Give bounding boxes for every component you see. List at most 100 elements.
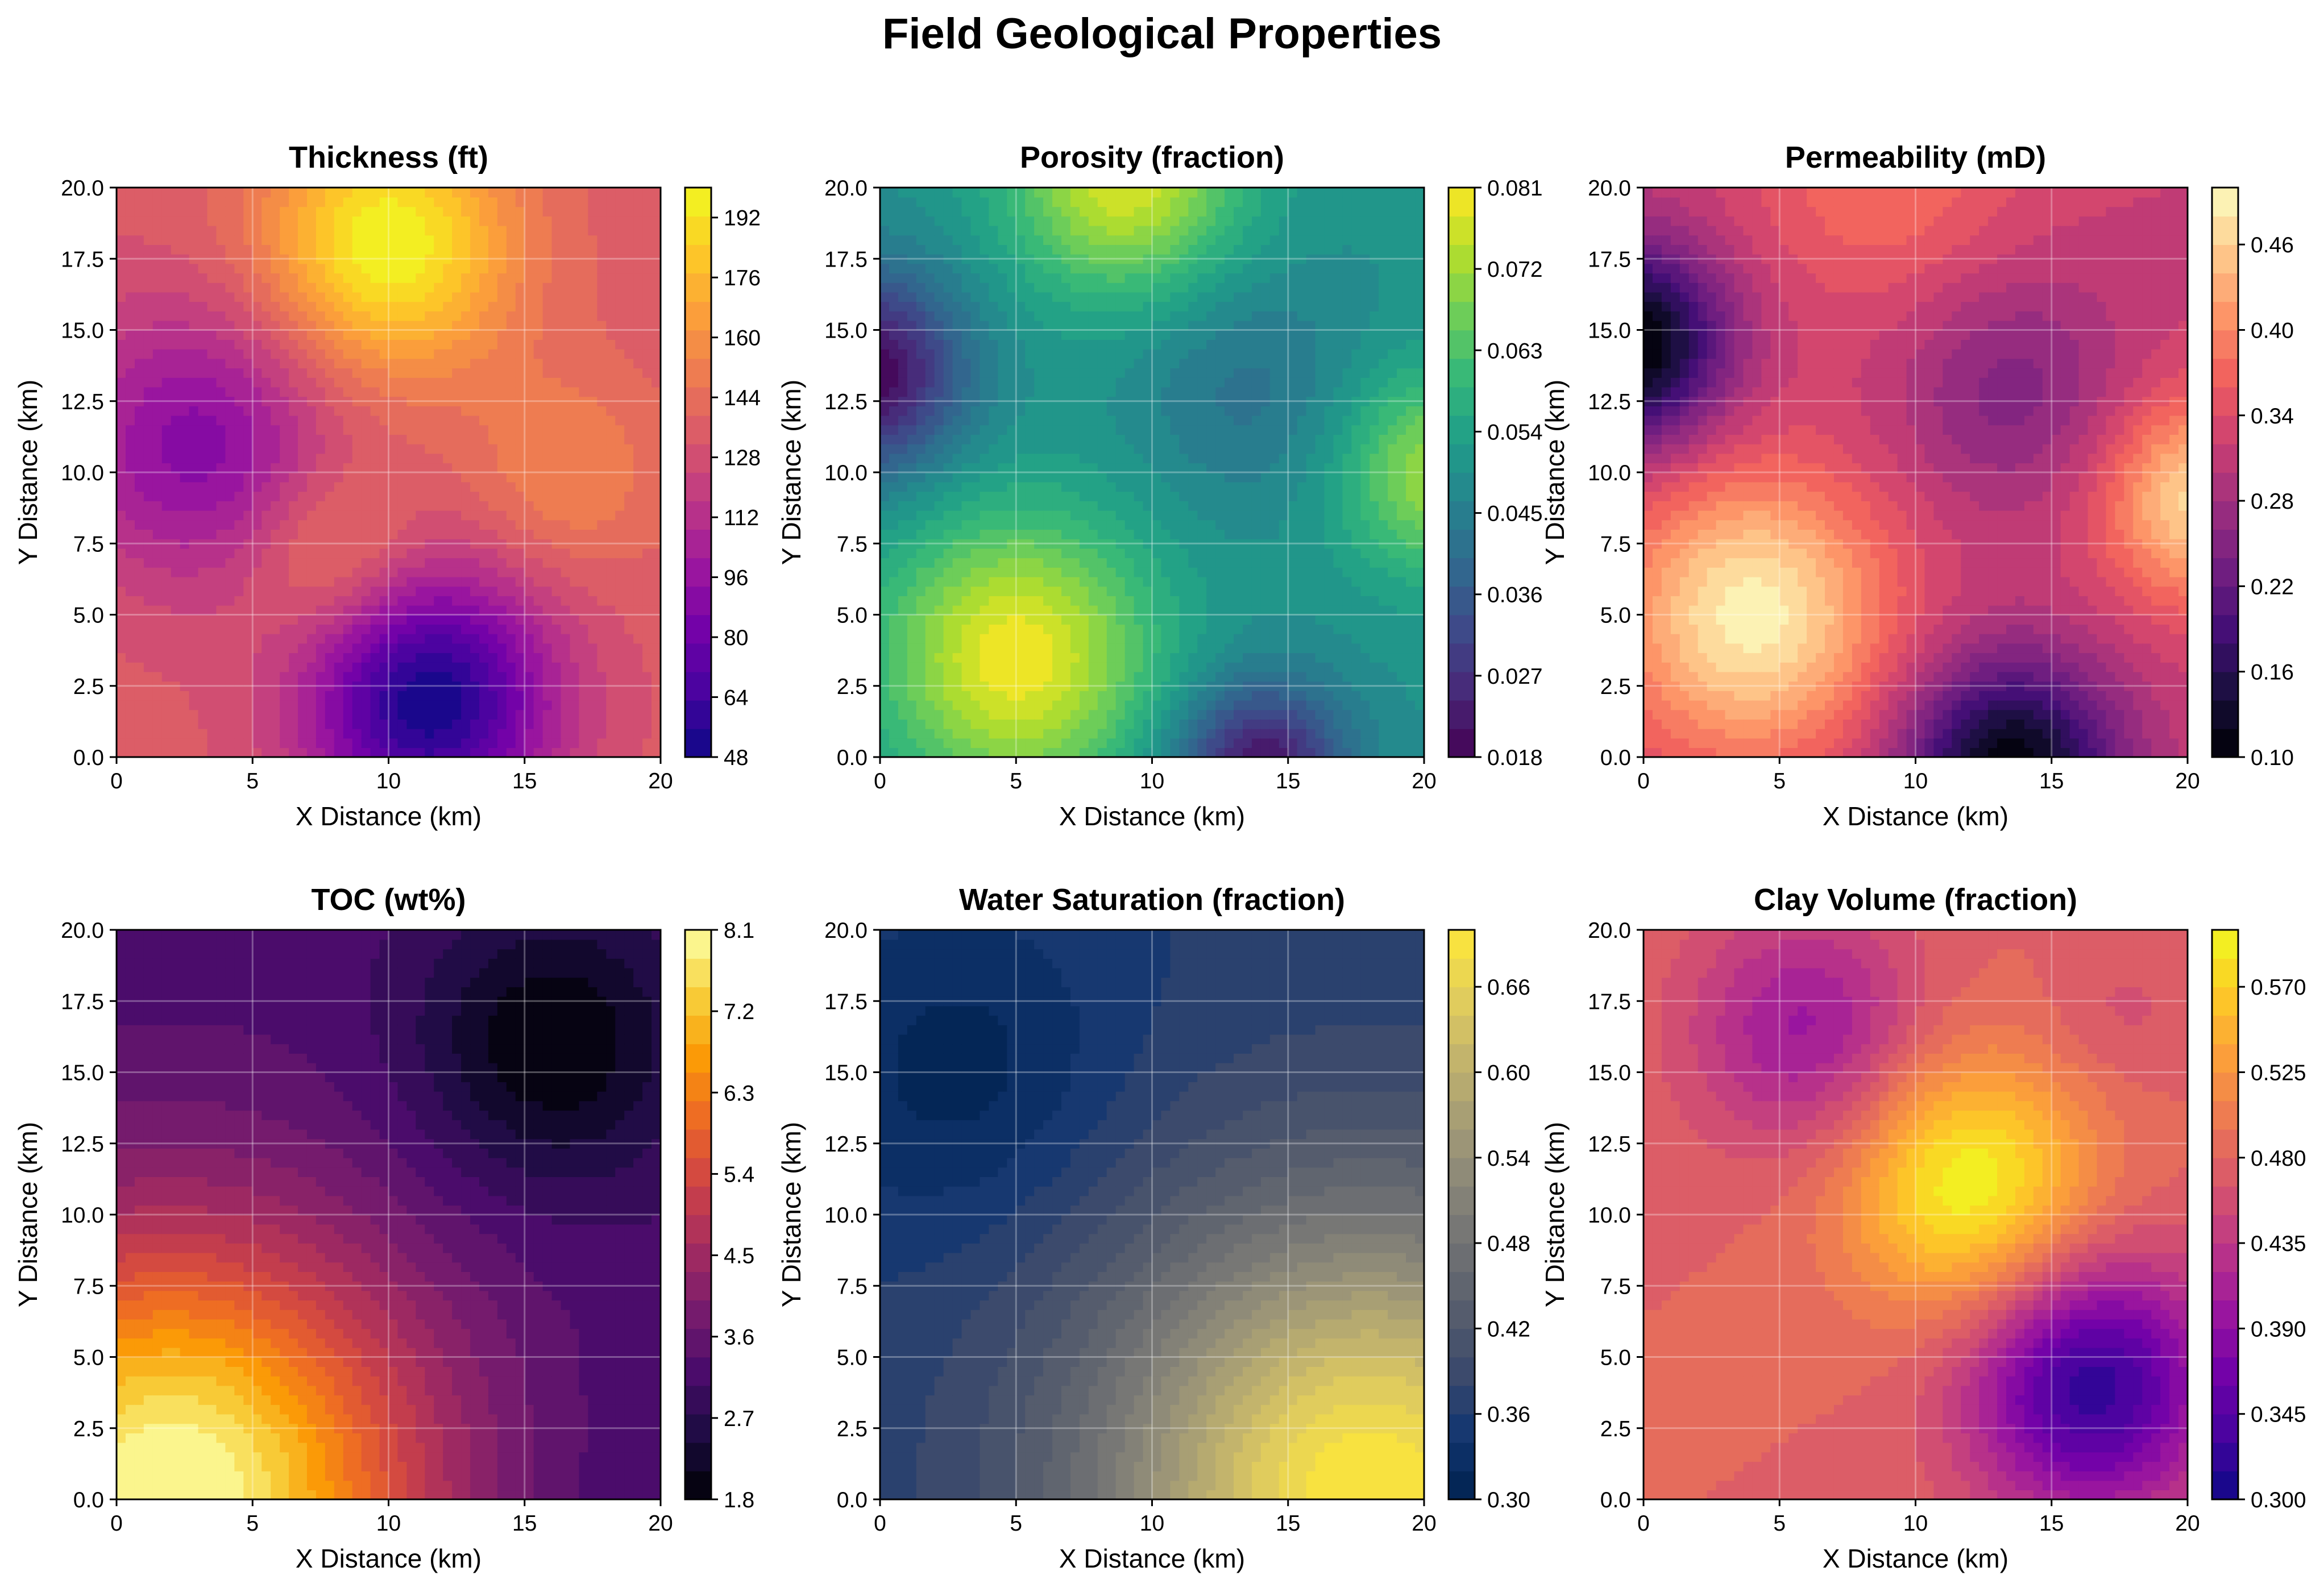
heatmap-cell: [898, 567, 908, 577]
heatmap-cell: [916, 548, 926, 559]
heatmap-cell: [561, 643, 571, 654]
heatmap-cell: [633, 320, 643, 331]
heatmap-cell: [980, 747, 990, 758]
heatmap-cell: [1025, 443, 1035, 454]
heatmap-cell: [479, 481, 489, 492]
heatmap-cell: [642, 472, 652, 483]
heatmap-cell: [970, 652, 981, 663]
heatmap-cell: [970, 282, 981, 293]
heatmap-cell: [1070, 643, 1080, 654]
heatmap-cell: [579, 282, 589, 293]
heatmap-cell: [216, 738, 226, 749]
heatmap-cell: [1052, 558, 1062, 568]
heatmap-cell: [306, 244, 317, 255]
heatmap-cell: [343, 244, 353, 255]
heatmap-cell: [316, 510, 326, 521]
heatmap-cell: [615, 624, 625, 634]
heatmap-cell: [1016, 415, 1026, 426]
heatmap-cell: [970, 348, 981, 359]
heatmap-cell: [198, 633, 208, 644]
heatmap-cell: [479, 738, 489, 749]
heatmap-cell: [651, 558, 661, 568]
heatmap-cell: [370, 330, 380, 340]
heatmap-cell: [1070, 368, 1080, 378]
heatmap-cell: [989, 434, 999, 444]
heatmap-cell: [570, 519, 580, 530]
heatmap-cell: [506, 206, 516, 217]
heatmap-cell: [524, 481, 534, 492]
heatmap-cell: [243, 605, 254, 616]
heatmap-cell: [306, 253, 317, 264]
heatmap-cell: [1025, 747, 1035, 758]
heatmap-cell: [889, 463, 899, 473]
heatmap-cell: [379, 463, 389, 473]
heatmap-cell: [524, 510, 534, 521]
heatmap-cell: [316, 425, 326, 435]
heatmap-cell: [651, 709, 661, 720]
heatmap-cell: [1007, 368, 1017, 378]
heatmap-cell: [506, 396, 516, 406]
heatmap-cell: [606, 614, 616, 625]
colorbar-segment: [685, 415, 711, 444]
heatmap-cell: [143, 738, 153, 749]
heatmap-cell: [542, 586, 553, 596]
heatmap-cell: [243, 225, 254, 236]
heatmap-cell: [189, 529, 199, 539]
heatmap-cell: [880, 206, 890, 217]
heatmap-cell: [434, 368, 443, 378]
heatmap-cell: [1025, 605, 1035, 616]
heatmap-cell: [1025, 596, 1035, 606]
heatmap-cell: [952, 671, 962, 682]
heatmap-cell: [443, 273, 453, 283]
heatmap-cell: [425, 519, 435, 530]
heatmap-cell: [524, 491, 534, 501]
heatmap-cell: [1034, 510, 1044, 521]
heatmap-cell: [334, 586, 344, 596]
heatmap-cell: [1043, 586, 1053, 596]
heatmap-cell: [452, 481, 462, 492]
heatmap-cell: [234, 348, 244, 359]
heatmap-cell: [1007, 719, 1017, 729]
heatmap-cell: [998, 292, 1008, 302]
heatmap-cell: [134, 662, 144, 672]
heatmap-cell: [234, 481, 244, 492]
heatmap-cell: [961, 662, 972, 672]
heatmap-cell: [198, 292, 208, 302]
heatmap-cell: [461, 643, 471, 654]
heatmap-cell: [943, 586, 953, 596]
heatmap-cell: [425, 415, 435, 426]
heatmap-cell: [117, 691, 126, 701]
heatmap-cell: [280, 358, 289, 369]
heatmap-cell: [970, 320, 981, 331]
heatmap-cell: [1016, 406, 1026, 416]
heatmap-cell: [180, 709, 190, 720]
heatmap-cell: [916, 567, 926, 577]
chart-panel-0: Thickness (ft)0 5 10 15 200.02.55.07.510.012…: [13, 140, 761, 831]
heatmap-cell: [425, 738, 435, 749]
heatmap-cell: [180, 700, 190, 710]
heatmap-cell: [1016, 501, 1026, 511]
heatmap-cell: [1043, 368, 1053, 378]
heatmap-cell: [434, 719, 443, 729]
heatmap-cell: [388, 738, 399, 749]
heatmap-cell: [298, 614, 308, 625]
heatmap-cell: [298, 235, 308, 245]
heatmap-cell: [597, 358, 607, 369]
heatmap-cell: [180, 633, 190, 644]
heatmap-cell: [361, 188, 371, 198]
heatmap-cell: [624, 596, 634, 606]
heatmap-cell: [189, 443, 199, 454]
heatmap-cell: [262, 396, 271, 406]
heatmap-cell: [633, 406, 643, 416]
heatmap-cell: [452, 519, 462, 530]
colorbar-segment: [685, 188, 711, 217]
heatmap-cell: [1061, 443, 1071, 454]
heatmap-cell: [216, 691, 226, 701]
heatmap-cell: [633, 206, 643, 217]
heatmap-cell: [570, 197, 580, 207]
heatmap-cell: [989, 282, 999, 293]
heatmap-cell: [180, 567, 190, 577]
heatmap-cell: [561, 576, 571, 587]
heatmap-cell: [1016, 188, 1026, 198]
heatmap-cell: [298, 671, 308, 682]
